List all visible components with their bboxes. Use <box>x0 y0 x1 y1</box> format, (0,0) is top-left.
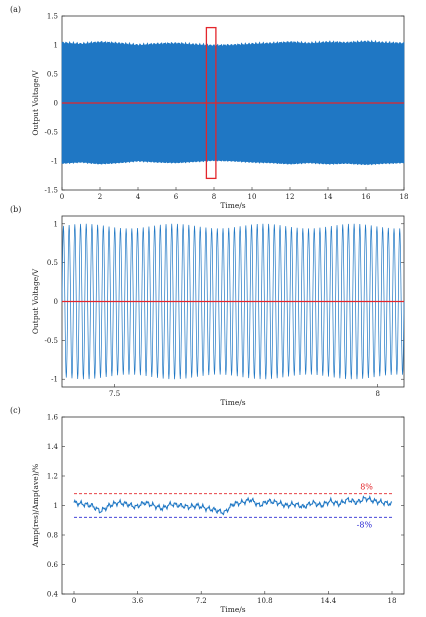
y-tick-label: -0.5 <box>45 337 59 345</box>
x-tick-label: 16 <box>362 193 371 201</box>
x-tick-label: 14 <box>324 193 333 201</box>
panel-b: (b) 1 0.5 0 -0.5 -1 7.5 8 Time/s Output Voltage/V <box>10 205 405 407</box>
y-tick-label: 1.4 <box>47 443 59 451</box>
ratio-line <box>73 495 393 516</box>
x-tick-label: 2 <box>98 193 102 201</box>
y-axis-label: Output Voltage/V <box>31 70 40 136</box>
y-tick-label: 0 <box>54 100 58 108</box>
y-axis-label: Amp(res)/Amp(ave)/% <box>31 464 40 549</box>
y-tick-label: -0.5 <box>45 129 59 137</box>
x-tick-label: 8 <box>212 193 216 201</box>
y-tick-label: 0.5 <box>47 259 58 267</box>
x-tick-label: 0 <box>72 597 76 605</box>
x-tick-label: 4 <box>136 193 141 201</box>
y-tick-label: -1 <box>51 158 58 166</box>
x-tick-label: 6 <box>174 193 179 201</box>
lower-tolerance-label: -8% <box>357 520 373 529</box>
x-axis-label: Time/s <box>220 201 245 210</box>
y-tick-label: 1 <box>54 220 58 228</box>
panel-c: (c)1.61.41.210.80.60.40 3.6 7.2 10.8 14.4 18T… <box>10 406 405 614</box>
y-tick-label: 0 <box>54 298 58 306</box>
y-tick-label: 1 <box>54 42 58 50</box>
panel-label: (b) <box>10 205 21 214</box>
upper-tolerance-label: 8% <box>360 483 373 492</box>
x-tick-label: 10 <box>248 193 257 201</box>
y-axis-label: Output Voltage/V <box>31 268 40 334</box>
y-tick-label: 1 <box>54 502 58 510</box>
x-tick-label: 3.6 <box>132 597 144 605</box>
y-tick-label: 0.4 <box>47 591 59 599</box>
y-tick-label: -1.5 <box>45 187 59 195</box>
x-tick-label: 7.5 <box>109 390 120 398</box>
x-tick-label: 7.2 <box>196 597 207 605</box>
x-tick-label: 18 <box>400 193 409 201</box>
x-tick-label: 18 <box>388 597 397 605</box>
x-tick-label: 14.4 <box>321 597 337 605</box>
x-tick-label: 10.8 <box>257 597 273 605</box>
x-tick-label: 8 <box>375 390 379 398</box>
zoom-highlight-box <box>205 26 217 180</box>
y-tick-label: 0.6 <box>47 561 59 569</box>
y-tick-label: 0.5 <box>47 71 58 79</box>
y-tick-label: 1.2 <box>47 473 58 481</box>
panel-label: (c) <box>10 406 21 415</box>
y-tick-label: 1.6 <box>47 414 59 422</box>
y-tick-label: 1.5 <box>47 13 58 21</box>
y-tick-label: -1 <box>51 376 58 384</box>
x-axis-label: Time/s <box>220 605 245 614</box>
x-tick-label: 12 <box>286 193 295 201</box>
y-tick-label: 0.8 <box>47 532 58 540</box>
panel-label: (a) <box>10 5 21 14</box>
x-tick-label: 0 <box>60 193 64 201</box>
panel-a: (a)1.510.50-0.5-1-1.50 2 4 6 8 10 12 14 16 18Time… <box>10 5 408 210</box>
x-axis-label: Time/s <box>220 398 245 407</box>
